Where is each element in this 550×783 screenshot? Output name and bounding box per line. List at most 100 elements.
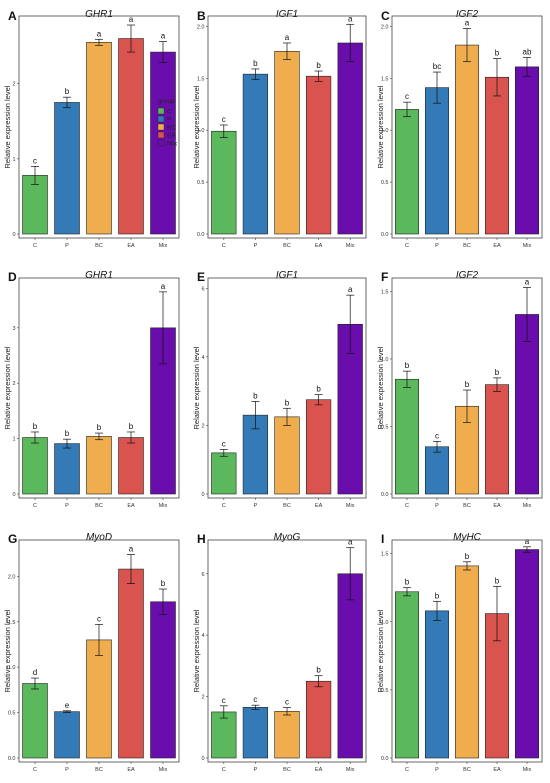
bar-bc	[274, 711, 300, 759]
significance-letter: b	[65, 429, 70, 438]
bar-mix	[514, 549, 539, 759]
x-tick-label: Mix	[346, 767, 355, 773]
significance-letter: b	[33, 422, 38, 431]
legend-title: group	[158, 98, 175, 105]
panel-i: I MyHC Relative expression level 0.0 0.5 1.0 1…	[376, 532, 543, 773]
bar-c	[22, 437, 48, 495]
y-tick-label: 1.5	[381, 76, 389, 82]
significance-letter: b	[316, 61, 321, 70]
y-tick-label: 0.5	[197, 180, 205, 186]
x-tick-label: BC	[463, 243, 471, 249]
bar-mix	[514, 66, 539, 235]
significance-letter: e	[65, 701, 70, 710]
y-tick-label: 0.5	[8, 711, 16, 717]
significance-letter: b	[465, 380, 470, 389]
x-tick-label: EA	[493, 243, 501, 249]
x-tick-label: BC	[463, 767, 471, 773]
panel-letter: A	[8, 9, 17, 23]
significance-letter: bc	[433, 62, 441, 71]
x-tick-label: EA	[493, 503, 501, 509]
significance-letter: b	[465, 552, 470, 561]
bar-ea	[305, 75, 332, 235]
y-tick-label: 1.0	[381, 357, 389, 363]
y-axis-label: Relative expression level	[3, 609, 12, 692]
panel-title: IGF1	[276, 270, 298, 281]
panel-title: GHR1	[85, 9, 113, 20]
bar-p	[54, 711, 80, 759]
panel-c: C IGF2 Relative expression level 0.0 0.5 1.0 1…	[376, 9, 543, 249]
significance-letter: a	[285, 33, 290, 42]
y-tick-label: 0.5	[381, 180, 389, 186]
panel-a: A GHR1 Relative expression level 0 1 2 c Cb Pa BC…	[3, 9, 180, 249]
x-tick-label: P	[254, 767, 258, 773]
y-axis-label: Relative expression level	[376, 346, 385, 429]
significance-letter: c	[97, 614, 101, 623]
significance-letter: b	[65, 87, 70, 96]
y-tick-label: 1.5	[8, 620, 16, 626]
x-tick-label: P	[435, 243, 439, 249]
significance-letter: c	[253, 695, 257, 704]
x-tick-label: P	[65, 767, 69, 773]
legend-entry: BC	[167, 125, 176, 132]
x-tick-label: C	[33, 243, 37, 249]
legend-entry: P	[167, 117, 171, 124]
significance-letter: b	[97, 423, 102, 432]
x-tick-label: C	[33, 767, 37, 773]
x-tick-label: C	[222, 503, 226, 509]
x-tick-label: P	[435, 767, 439, 773]
panel-letter: D	[8, 270, 17, 284]
x-tick-label: C	[405, 243, 409, 249]
significance-letter: a	[161, 282, 166, 291]
bar-bc	[274, 50, 300, 235]
panel-e: E IGF1 Relative expression level 0 2 4 6 c Cb Pb B…	[192, 270, 367, 509]
bar-ea	[305, 680, 332, 759]
significance-letter: c	[222, 439, 226, 448]
significance-letter: a	[348, 14, 353, 23]
x-tick-label: EA	[127, 243, 135, 249]
panel-title: MyoD	[86, 532, 112, 543]
bar-ea	[484, 76, 509, 235]
y-tick-label: 1.0	[381, 128, 389, 134]
bar-p	[242, 73, 269, 235]
x-tick-label: C	[222, 767, 226, 773]
significance-letter: b	[435, 591, 440, 600]
significance-letter: c	[222, 115, 226, 124]
x-tick-label: P	[65, 243, 69, 249]
legend-swatch	[157, 107, 165, 115]
x-tick-label: C	[222, 243, 226, 249]
x-tick-label: BC	[95, 767, 103, 773]
x-tick-label: P	[254, 503, 258, 509]
x-tick-label: Mix	[523, 503, 532, 509]
y-tick-label: 6	[201, 572, 204, 578]
bar-ea	[484, 384, 509, 495]
bar-mix	[337, 573, 363, 759]
x-tick-label: C	[33, 503, 37, 509]
y-axis-label: Relative expression level	[3, 346, 12, 429]
y-tick-label: 2.0	[381, 24, 389, 30]
y-tick-label: 1	[12, 437, 15, 443]
panel-letter: F	[381, 270, 388, 284]
bar-c	[211, 130, 237, 235]
bar-c	[22, 683, 48, 759]
y-tick-label: 2.0	[197, 24, 205, 30]
significance-letter: a	[348, 538, 353, 547]
y-axis-label: Relative expression level	[192, 346, 201, 429]
significance-letter: b	[405, 578, 410, 587]
y-tick-label: 1.5	[381, 290, 389, 296]
legend-entry: Mix	[167, 141, 178, 148]
x-tick-label: EA	[315, 767, 323, 773]
y-axis-label: Relative expression level	[376, 85, 385, 168]
y-axis-label: Relative expression level	[376, 609, 385, 692]
significance-letter: c	[435, 431, 439, 440]
x-tick-label: EA	[315, 243, 323, 249]
x-tick-label: BC	[463, 503, 471, 509]
x-tick-label: BC	[283, 503, 291, 509]
y-tick-label: 0.0	[8, 756, 16, 762]
significance-letter: b	[495, 368, 500, 377]
significance-letter: d	[33, 668, 37, 677]
y-tick-label: 0.5	[381, 425, 389, 431]
bar-ea	[118, 568, 144, 759]
legend-swatch	[157, 139, 165, 147]
